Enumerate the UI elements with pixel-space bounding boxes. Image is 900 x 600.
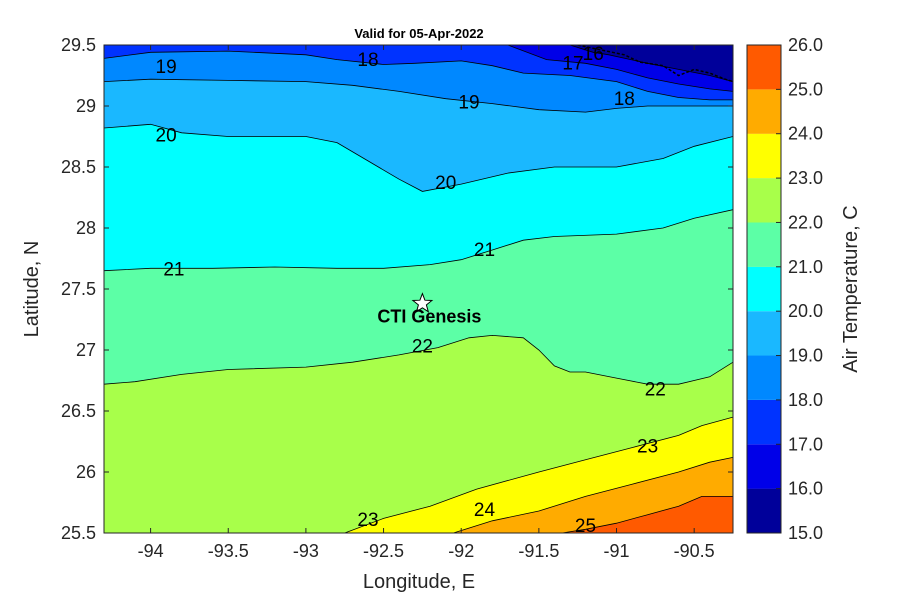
colorbar-tick-label: 17.0 <box>788 434 823 454</box>
colorbar-swatch-20 <box>747 266 781 312</box>
y-tick-label: 29.5 <box>61 35 96 55</box>
y-tick-label: 28 <box>76 218 96 238</box>
contour-line-18 <box>104 50 733 101</box>
x-tick-label: -91.5 <box>518 541 559 561</box>
y-tick-label: 27 <box>76 340 96 360</box>
colorbar-swatch-23 <box>747 133 781 179</box>
colorbar-swatch-25 <box>747 45 781 90</box>
band-25-26 <box>104 496 733 533</box>
contour-label-20: 20 <box>435 173 456 194</box>
colorbar-tick-label: 20.0 <box>788 301 823 321</box>
contour-label-21: 21 <box>163 260 184 281</box>
x-tick-label: -94 <box>138 541 164 561</box>
contour-label-23: 23 <box>637 437 658 458</box>
contour-line-20 <box>104 123 733 192</box>
colorbar-tick-label: 26.0 <box>788 35 823 55</box>
colorbar-swatch-24 <box>747 89 781 134</box>
chart-title: Valid for 05-Apr-2022 <box>354 26 483 41</box>
contour-line-25 <box>562 496 733 533</box>
colorbar-tick-label: 23.0 <box>788 168 823 188</box>
x-axis-label: Longitude, E <box>363 571 475 593</box>
colorbar-frame <box>746 44 782 534</box>
contour-line-19 <box>104 78 733 113</box>
y-tick-label: 26.5 <box>61 401 96 421</box>
contour-label-17: 17 <box>562 54 583 75</box>
x-tick-label: -93 <box>293 541 319 561</box>
y-tick-label: 28.5 <box>61 157 96 177</box>
x-tick-label: -92 <box>448 541 474 561</box>
colorbar-tick-label: 24.0 <box>788 124 823 144</box>
contour-line-24 <box>453 457 733 533</box>
colorbar-tick-label: 18.0 <box>788 390 823 410</box>
coastline <box>577 45 733 83</box>
x-tick-label: -90.5 <box>674 541 715 561</box>
site-star-icon <box>411 292 434 313</box>
colorbar-label: Air Temperature, C <box>840 205 862 372</box>
colorbar-tick-label: 22.0 <box>788 212 823 232</box>
y-tick-label: 29 <box>76 96 96 116</box>
site-label: CTI Genesis <box>377 307 481 327</box>
colorbar-swatch-17 <box>747 399 781 445</box>
contour-label-25: 25 <box>575 516 596 537</box>
contour-label-19: 19 <box>458 93 479 114</box>
contour-label-22: 22 <box>412 337 433 358</box>
x-tick-label: -92.5 <box>363 541 404 561</box>
contour-label-19: 19 <box>156 57 177 78</box>
contour-line-17 <box>507 45 733 92</box>
contour-label-21: 21 <box>474 240 495 261</box>
band-24-25 <box>104 457 733 533</box>
contour-label-16: 16 <box>583 44 604 65</box>
colorbar-tick-label: 21.0 <box>788 257 823 277</box>
colorbar-swatch-22 <box>747 178 781 223</box>
y-tick-label: 25.5 <box>61 523 96 543</box>
contour-label-18: 18 <box>614 89 635 110</box>
contour-line-22 <box>104 334 733 385</box>
colorbar-tick-label: 15.0 <box>788 523 823 543</box>
colorbar-tick-label: 19.0 <box>788 346 823 366</box>
colorbar-swatch-19 <box>747 311 781 356</box>
contour-label-18: 18 <box>357 50 378 71</box>
contour-line-21 <box>104 209 733 272</box>
contour-line-16 <box>569 45 733 82</box>
colorbar-swatch-21 <box>747 222 781 267</box>
contour-label-20: 20 <box>156 126 177 147</box>
y-tick-label: 27.5 <box>61 279 96 299</box>
x-tick-label: -91 <box>604 541 630 561</box>
y-tick-label: 26 <box>76 462 96 482</box>
colorbar-swatch-15 <box>747 488 781 533</box>
contour-line-23 <box>344 416 733 533</box>
contour-label-24: 24 <box>474 500 496 521</box>
colorbar-tick-label: 25.0 <box>788 79 823 99</box>
contour-label-22: 22 <box>645 379 666 400</box>
colorbar-tick-label: 16.0 <box>788 479 823 499</box>
contour-label-23: 23 <box>357 510 378 531</box>
colorbar-swatch-16 <box>747 444 781 489</box>
y-axis-label: Latitude, N <box>21 241 43 338</box>
colorbar: 15.0 16.0 17.0 18.0 19.0 20.0 21.0 22.0 23.0 24.0… <box>746 35 823 543</box>
x-tick-label: -93.5 <box>208 541 249 561</box>
colorbar-swatch-18 <box>747 355 781 400</box>
